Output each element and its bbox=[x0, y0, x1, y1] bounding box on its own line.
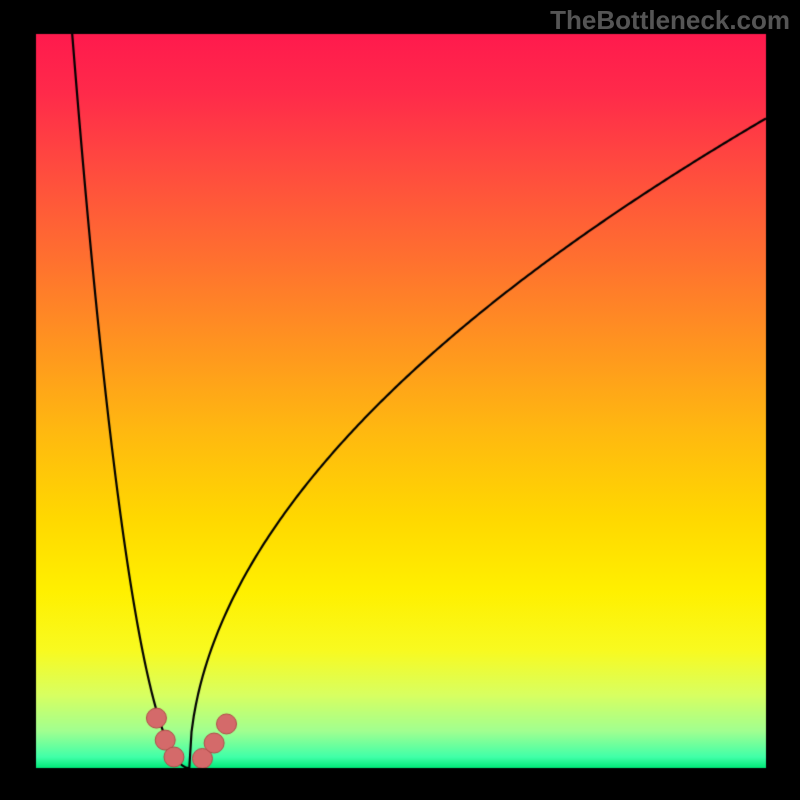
chart-container: TheBottleneck.com bbox=[0, 0, 800, 800]
watermark-text: TheBottleneck.com bbox=[550, 5, 790, 36]
bottleneck-curve-chart bbox=[0, 0, 800, 800]
